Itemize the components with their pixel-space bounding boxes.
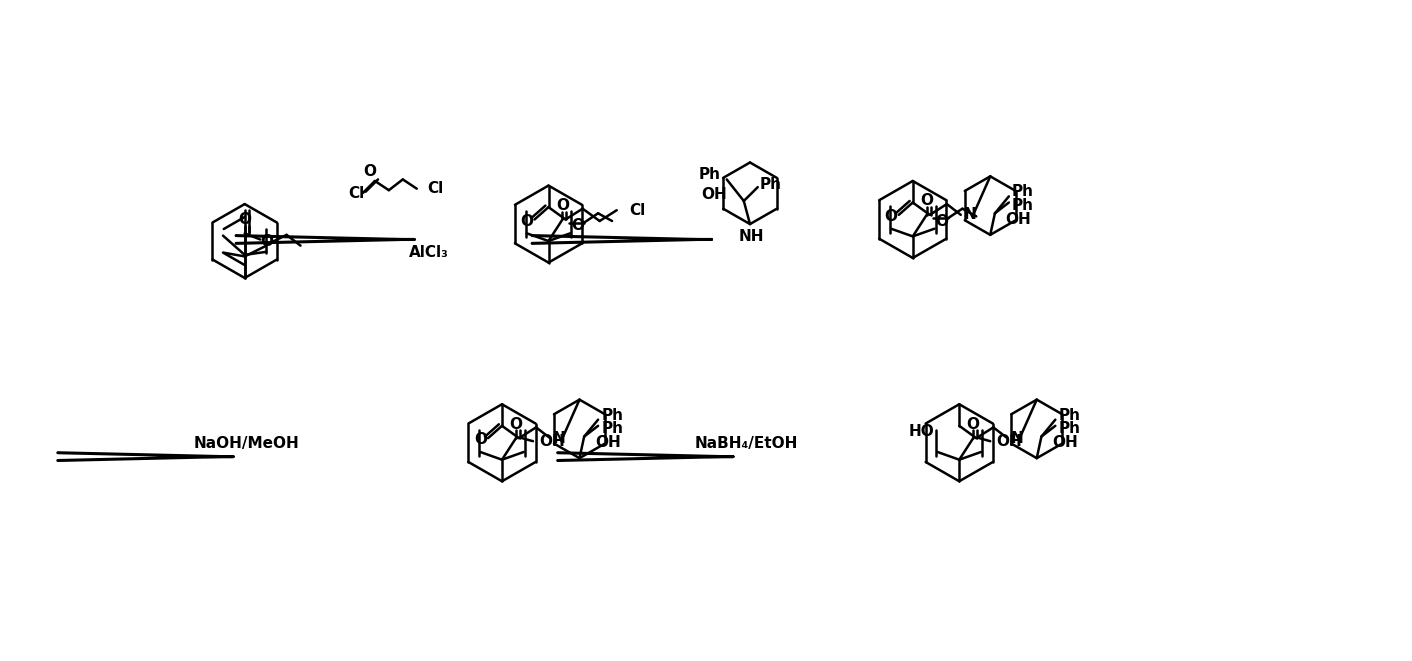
Text: O: O bbox=[474, 432, 487, 447]
Text: O: O bbox=[364, 164, 377, 179]
Text: Ph: Ph bbox=[1012, 198, 1034, 213]
Text: Cl: Cl bbox=[630, 203, 645, 217]
Text: O: O bbox=[936, 214, 949, 229]
Text: O: O bbox=[510, 417, 522, 432]
Text: O: O bbox=[967, 417, 980, 432]
Text: Ph: Ph bbox=[602, 422, 623, 436]
Text: Ph: Ph bbox=[699, 167, 720, 182]
Text: NaBH₄/EtOH: NaBH₄/EtOH bbox=[695, 436, 798, 451]
Text: Cl: Cl bbox=[349, 186, 364, 201]
Text: Ph: Ph bbox=[1012, 184, 1034, 199]
Text: Ph: Ph bbox=[602, 408, 623, 422]
Text: O: O bbox=[572, 218, 585, 233]
Text: OH: OH bbox=[700, 187, 727, 202]
Text: OH: OH bbox=[539, 434, 565, 449]
Text: HO: HO bbox=[909, 424, 935, 440]
Text: Ph: Ph bbox=[1059, 422, 1080, 436]
Text: OH: OH bbox=[997, 434, 1022, 449]
Text: N: N bbox=[964, 208, 977, 222]
Text: O: O bbox=[260, 233, 273, 249]
Text: NH: NH bbox=[738, 229, 764, 244]
Text: N: N bbox=[554, 430, 566, 446]
Text: OH: OH bbox=[1005, 212, 1032, 227]
Text: AlCl₃: AlCl₃ bbox=[408, 245, 449, 260]
Text: Ph: Ph bbox=[760, 176, 781, 192]
Text: Ph: Ph bbox=[1059, 408, 1080, 422]
Text: OH: OH bbox=[1052, 435, 1077, 450]
Text: NaOH/MeOH: NaOH/MeOH bbox=[193, 436, 299, 451]
Text: N: N bbox=[1010, 430, 1022, 446]
Text: O: O bbox=[556, 198, 569, 213]
Text: O: O bbox=[884, 209, 898, 224]
Text: OH: OH bbox=[594, 435, 621, 450]
Text: O: O bbox=[921, 194, 933, 208]
Text: O: O bbox=[520, 214, 534, 229]
Text: Cl: Cl bbox=[428, 181, 443, 196]
Text: O: O bbox=[239, 212, 251, 227]
